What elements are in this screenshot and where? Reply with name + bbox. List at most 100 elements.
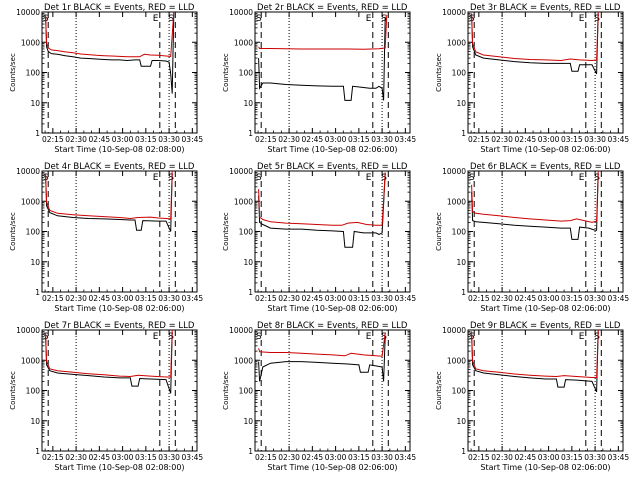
- y-axis-label: Counts/sec: [435, 53, 443, 92]
- y-tick-label: 1: [248, 288, 253, 297]
- y-axis-label: Counts/sec: [435, 212, 443, 251]
- y-tick-label: 100: [452, 69, 467, 78]
- x-tick-label: 02:30: [65, 294, 87, 303]
- event-marker-E: E: [153, 14, 159, 24]
- x-tick-label: 03:45: [608, 135, 630, 144]
- x-tick-label: 03:15: [348, 294, 370, 303]
- event-marker-S: S: [594, 332, 600, 342]
- x-tick-label: 03:15: [348, 453, 370, 462]
- x-tick-label: 02:30: [491, 135, 513, 144]
- x-tick-label: 02:30: [65, 453, 87, 462]
- x-tick-label: 03:00: [325, 294, 347, 303]
- y-tick-label: 1000: [234, 356, 253, 365]
- x-tick-label: 03:30: [584, 135, 606, 144]
- event-marker-S: S: [381, 173, 387, 183]
- y-tick-label: 1: [35, 447, 40, 456]
- panel-det-3: Det 3r BLACK = Events, RED = LLD 1 10 100 10…: [435, 3, 629, 154]
- x-tick-label: 02:15: [255, 294, 277, 303]
- panel-det-9: Det 9r BLACK = Events, RED = LLD 1 10 100 10…: [435, 321, 629, 472]
- y-tick-label: 1000: [447, 38, 466, 47]
- x-tick-label: 02:30: [65, 135, 87, 144]
- series-events-line: [471, 173, 599, 240]
- panel-title: Det 7r BLACK = Events, RED = LLD: [44, 321, 195, 331]
- y-tick-label: 1: [461, 129, 466, 138]
- y-tick-label: 100: [26, 387, 41, 396]
- x-tick-label: 03:15: [348, 135, 370, 144]
- y-tick-label: 100: [239, 228, 254, 237]
- x-tick-label: 03:45: [395, 453, 417, 462]
- x-tick-label: 02:45: [89, 453, 111, 462]
- y-axis-label: Counts/sec: [222, 212, 230, 251]
- x-tick-label: 03:30: [371, 135, 393, 144]
- plot-frame: [254, 170, 411, 293]
- event-marker-S: S: [168, 14, 174, 24]
- panel-title: Det 2r BLACK = Events, RED = LLD: [257, 3, 408, 13]
- series-events-line: [45, 332, 173, 394]
- series-events-line: [471, 331, 599, 393]
- x-tick-label: 02:15: [468, 135, 490, 144]
- y-tick-label: 1: [461, 447, 466, 456]
- y-tick-label: 10000: [229, 326, 253, 335]
- panel-title: Det 9r BLACK = Events, RED = LLD: [470, 321, 621, 331]
- y-axis-label: Counts/sec: [435, 371, 443, 410]
- x-tick-label: 03:15: [135, 294, 157, 303]
- y-tick-label: 1000: [21, 197, 40, 206]
- y-tick-label: 10000: [16, 326, 40, 335]
- plot-frame: [254, 329, 411, 452]
- panel-det-2: Det 2r BLACK = Events, RED = LLD 1 10 100 10…: [222, 3, 416, 154]
- panel-det-8: Det 8r BLACK = Events, RED = LLD 1 10 100 10…: [222, 321, 416, 472]
- x-tick-label: 02:30: [278, 294, 300, 303]
- plot-frame: [467, 170, 624, 293]
- start-marker: S: [256, 173, 262, 183]
- plot-frame: [41, 329, 198, 452]
- x-tick-label: 03:15: [561, 294, 583, 303]
- y-tick-label: 100: [452, 228, 467, 237]
- y-tick-label: 1000: [447, 197, 466, 206]
- event-marker-E: E: [579, 14, 585, 24]
- y-tick-label: 10000: [229, 167, 253, 176]
- event-marker-S: S: [594, 173, 600, 183]
- panel-title: Det 4r BLACK = Events, RED = LLD: [44, 162, 195, 172]
- panel-det-4: Det 4r BLACK = Events, RED = LLD 1 10 100 10…: [9, 162, 203, 313]
- panel-title: Det 8r BLACK = Events, RED = LLD: [257, 321, 408, 331]
- x-tick-label: 02:15: [255, 453, 277, 462]
- x-tick-label: 02:30: [491, 453, 513, 462]
- x-tick-label: 03:00: [112, 294, 134, 303]
- x-tick-label: 02:15: [468, 453, 490, 462]
- y-tick-label: 1000: [234, 197, 253, 206]
- y-tick-label: 10: [243, 417, 253, 426]
- x-tick-label: 03:00: [538, 453, 560, 462]
- x-tick-label: 03:15: [135, 135, 157, 144]
- y-tick-label: 10: [30, 258, 40, 267]
- y-tick-label: 100: [452, 387, 467, 396]
- event-marker-S: S: [594, 14, 600, 24]
- series-lld-line: [45, 12, 175, 58]
- x-tick-label: 03:30: [158, 294, 180, 303]
- series-lld-line: [45, 330, 173, 378]
- y-tick-label: 10000: [442, 8, 466, 17]
- x-tick-label: 03:00: [112, 453, 134, 462]
- series-events-line: [258, 336, 386, 382]
- y-tick-label: 10: [243, 258, 253, 267]
- x-tick-label: 03:45: [182, 135, 204, 144]
- y-axis-label: Counts/sec: [9, 371, 17, 410]
- x-tick-label: 03:00: [325, 453, 347, 462]
- x-tick-label: 02:45: [515, 294, 537, 303]
- start-marker: S: [469, 173, 475, 183]
- x-tick-label: 02:15: [255, 135, 277, 144]
- x-tick-label: 03:00: [538, 294, 560, 303]
- x-tick-label: 03:30: [158, 135, 180, 144]
- event-marker-E: E: [366, 173, 372, 183]
- plot-frame: [254, 11, 411, 134]
- y-tick-label: 1: [248, 447, 253, 456]
- x-tick-label: 02:15: [42, 453, 64, 462]
- panel-det-1: Det 1r BLACK = Events, RED = LLD 1 10 100 10…: [9, 3, 203, 154]
- y-axis-label: Counts/sec: [9, 212, 17, 251]
- y-axis-label: Counts/sec: [9, 53, 17, 92]
- y-tick-label: 10: [456, 99, 466, 108]
- event-marker-S: S: [381, 14, 387, 24]
- event-marker-S: S: [168, 332, 174, 342]
- y-tick-label: 1000: [234, 38, 253, 47]
- series-lld-line: [471, 171, 599, 223]
- x-tick-label: 02:45: [302, 453, 324, 462]
